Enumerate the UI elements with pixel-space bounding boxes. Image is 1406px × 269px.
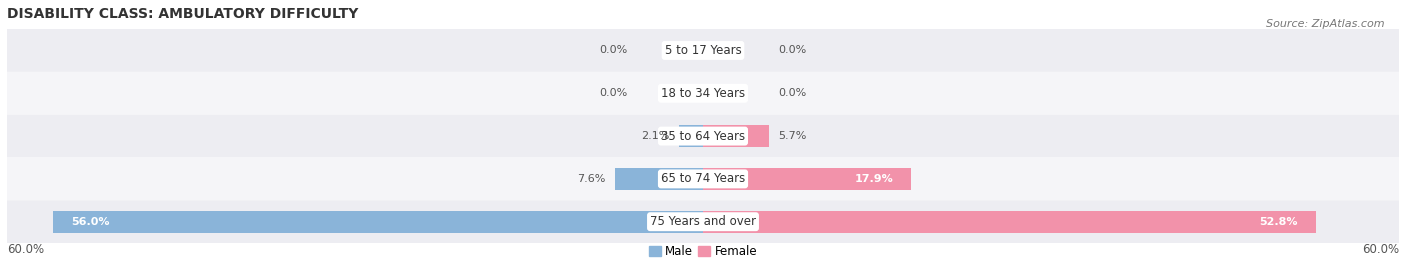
Text: 5 to 17 Years: 5 to 17 Years (665, 44, 741, 57)
FancyBboxPatch shape (7, 200, 1399, 243)
Bar (614, 168, 703, 190)
Text: 75 Years and over: 75 Years and over (650, 215, 756, 228)
Bar (703, 125, 769, 147)
Text: Source: ZipAtlas.com: Source: ZipAtlas.com (1267, 19, 1385, 29)
Text: 0.0%: 0.0% (779, 88, 807, 98)
Text: 60.0%: 60.0% (1362, 243, 1399, 256)
FancyBboxPatch shape (7, 29, 1399, 72)
Bar (703, 168, 911, 190)
FancyBboxPatch shape (7, 115, 1399, 157)
FancyBboxPatch shape (7, 72, 1399, 115)
Bar (53, 211, 703, 233)
Text: 5.7%: 5.7% (779, 131, 807, 141)
Text: 60.0%: 60.0% (7, 243, 44, 256)
Text: 56.0%: 56.0% (70, 217, 110, 227)
Text: 0.0%: 0.0% (599, 45, 627, 55)
Text: 2.1%: 2.1% (641, 131, 669, 141)
Text: 52.8%: 52.8% (1260, 217, 1298, 227)
Text: 0.0%: 0.0% (599, 88, 627, 98)
Text: DISABILITY CLASS: AMBULATORY DIFFICULTY: DISABILITY CLASS: AMBULATORY DIFFICULTY (7, 7, 359, 21)
Text: 17.9%: 17.9% (855, 174, 893, 184)
Bar (679, 125, 703, 147)
Text: 18 to 34 Years: 18 to 34 Years (661, 87, 745, 100)
Text: 65 to 74 Years: 65 to 74 Years (661, 172, 745, 185)
Legend: Male, Female: Male, Female (644, 240, 762, 263)
Bar (703, 211, 1316, 233)
FancyBboxPatch shape (7, 157, 1399, 200)
Text: 35 to 64 Years: 35 to 64 Years (661, 130, 745, 143)
Text: 7.6%: 7.6% (578, 174, 606, 184)
Text: 0.0%: 0.0% (779, 45, 807, 55)
